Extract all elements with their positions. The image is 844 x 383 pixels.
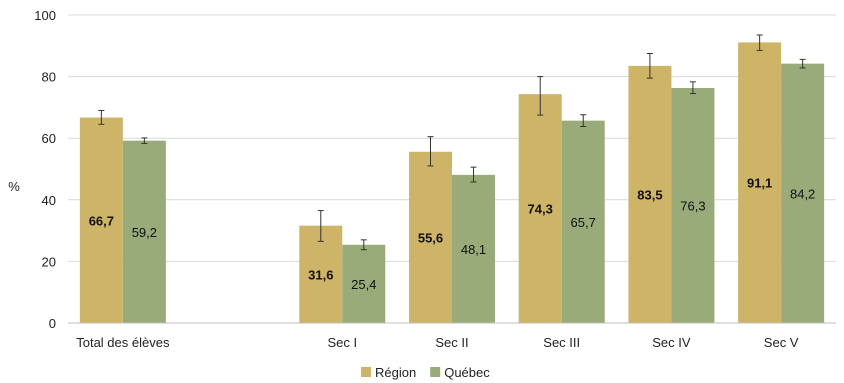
error-bars <box>98 34 806 251</box>
error-bar <box>360 239 367 251</box>
error-bar <box>317 210 324 242</box>
error-bar <box>98 109 105 125</box>
y-axis-ticks: 0 20 40 60 80 100 <box>34 8 56 331</box>
data-label: 31,6 <box>308 267 333 282</box>
bar-quebec <box>122 140 166 323</box>
y-tick-label: 100 <box>34 8 56 23</box>
y-tick-label: 0 <box>49 316 56 331</box>
y-tick-label: 20 <box>42 254 56 269</box>
bar-quebec <box>452 174 495 323</box>
error-bar <box>141 137 148 144</box>
bars <box>79 42 825 324</box>
legend-label: Région <box>375 365 416 380</box>
data-label: 25,4 <box>351 277 376 292</box>
legend: Région Québec <box>361 365 490 380</box>
bar-region <box>409 151 452 323</box>
legend-swatch <box>430 367 441 377</box>
legend-label: Québec <box>444 365 490 380</box>
x-category-label: Sec IV <box>652 335 691 350</box>
data-labels: 66,7 59,2 31,6 25,4 55,6 48,1 74,3 65,7 83,5 76,3… <box>89 176 816 292</box>
bar-region <box>299 225 343 323</box>
data-label: 91,1 <box>747 176 772 191</box>
bar-region <box>518 94 562 323</box>
y-axis-label: % <box>8 179 20 194</box>
x-category-label: Sec V <box>764 335 799 350</box>
error-bar <box>799 58 806 69</box>
error-bar <box>580 114 587 127</box>
error-bar <box>646 53 653 79</box>
x-category-label: Total des élèves <box>76 335 170 350</box>
data-label: 74,3 <box>528 202 553 217</box>
data-label: 48,1 <box>461 242 486 257</box>
data-label: 83,5 <box>637 187 662 202</box>
x-category-label: Sec I <box>327 335 357 350</box>
bar-quebec <box>781 63 825 323</box>
data-label: 55,6 <box>418 230 443 245</box>
data-label: 76,3 <box>680 198 705 213</box>
error-bar <box>427 136 434 167</box>
x-axis-categories: Total des élèves Sec I Sec II Sec III Sec IV… <box>76 335 799 350</box>
bar-quebec <box>561 120 605 323</box>
error-bar <box>689 81 696 95</box>
y-tick-label: 80 <box>42 70 56 85</box>
error-bar <box>756 34 763 51</box>
bar-quebec <box>671 87 715 323</box>
data-label: 59,2 <box>132 225 157 240</box>
bar-region <box>79 117 123 324</box>
data-label: 65,7 <box>571 215 596 230</box>
y-tick-label: 60 <box>42 131 56 146</box>
x-category-label: Sec III <box>543 335 580 350</box>
data-label: 66,7 <box>89 213 114 228</box>
legend-swatch <box>361 367 371 377</box>
error-bar <box>537 76 544 116</box>
y-tick-label: 40 <box>42 193 56 208</box>
bar-region <box>628 65 672 323</box>
error-bar <box>470 166 477 183</box>
x-category-label: Sec II <box>435 335 468 350</box>
bar-quebec <box>342 244 386 323</box>
bar-region <box>738 42 782 324</box>
data-label: 84,2 <box>790 186 815 201</box>
